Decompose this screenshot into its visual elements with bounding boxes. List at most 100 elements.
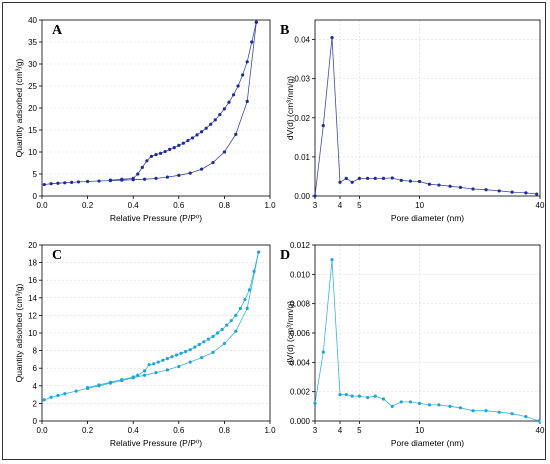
data-point bbox=[156, 360, 160, 364]
x-tick-label: 0.0 bbox=[36, 426, 48, 435]
data-point bbox=[161, 358, 165, 362]
x-tick-label: 0.6 bbox=[173, 426, 185, 435]
y-tick-label: 0.004 bbox=[290, 358, 311, 367]
data-point bbox=[177, 364, 181, 369]
x-axis-title: Relative Pressure (P/P⁰) bbox=[110, 213, 202, 223]
chart-panel-c: 0.0 0.2 0.4 0.6 0.8 1.0 0 2 4 6 8 10 12 14 16 18 20 Relat… bbox=[14, 241, 276, 448]
data-point bbox=[399, 400, 403, 404]
series-line-1 bbox=[314, 37, 537, 197]
data-point bbox=[245, 60, 249, 64]
data-point bbox=[427, 403, 432, 407]
data-point bbox=[215, 331, 220, 335]
data-point bbox=[222, 107, 226, 111]
data-point bbox=[510, 190, 514, 194]
chart-panel-a: 0.0 0.2 0.4 0.6 0.8 1.0 0 5 10 15 20 25 30 35 40 Relati… bbox=[14, 16, 276, 223]
data-point bbox=[154, 371, 158, 375]
data-point bbox=[209, 122, 213, 126]
data-point bbox=[63, 181, 67, 185]
data-point bbox=[313, 194, 317, 198]
x-tick-label: 4 bbox=[338, 426, 343, 435]
data-point bbox=[197, 342, 201, 347]
x-tick-label: 1.0 bbox=[264, 426, 276, 435]
data-point bbox=[245, 99, 249, 103]
y-axis-title: Quantity adsorbed (cm³/g) bbox=[14, 283, 24, 382]
data-point bbox=[177, 143, 181, 147]
y-tick-label: 0.012 bbox=[290, 241, 311, 250]
x-tick-label: 3 bbox=[313, 426, 318, 435]
x-tick-label: 0.4 bbox=[128, 201, 140, 210]
data-point bbox=[225, 323, 229, 327]
series-line-1 bbox=[44, 22, 257, 185]
x-tick-label: 0.6 bbox=[173, 201, 185, 210]
series-line-2 bbox=[87, 251, 259, 388]
y-axis-title: Quantity adsorbed (cm³/g) bbox=[14, 58, 24, 157]
y-tick-label: 20 bbox=[28, 104, 37, 113]
data-point bbox=[172, 146, 176, 150]
data-point bbox=[70, 180, 74, 184]
plot-area-border bbox=[314, 19, 541, 197]
data-point bbox=[390, 176, 394, 180]
data-point bbox=[437, 183, 441, 187]
data-point bbox=[49, 395, 53, 399]
data-point bbox=[108, 380, 112, 384]
data-point bbox=[220, 327, 224, 332]
y-tick-label: 25 bbox=[28, 82, 37, 91]
y-tick-label: 10 bbox=[28, 148, 37, 157]
y-tick-label: 6 bbox=[33, 364, 38, 373]
data-point bbox=[344, 393, 348, 397]
data-point bbox=[229, 319, 233, 323]
data-point bbox=[211, 350, 215, 354]
data-point bbox=[484, 409, 488, 413]
y-tick-label: 16 bbox=[28, 276, 37, 285]
data-point bbox=[86, 179, 90, 184]
y-tick-label: 30 bbox=[28, 60, 37, 69]
data-point bbox=[168, 147, 172, 151]
data-point bbox=[497, 189, 501, 193]
data-point bbox=[330, 36, 334, 40]
x-tick-label: 0.8 bbox=[219, 201, 231, 210]
data-point bbox=[373, 176, 377, 180]
data-point bbox=[165, 175, 169, 179]
data-point bbox=[535, 192, 539, 196]
data-point bbox=[243, 297, 247, 302]
data-point bbox=[458, 406, 463, 410]
data-point bbox=[381, 176, 386, 180]
panel-label: B bbox=[280, 23, 289, 38]
data-point bbox=[170, 355, 174, 359]
data-point bbox=[131, 375, 135, 379]
data-point bbox=[227, 100, 231, 104]
data-point bbox=[408, 179, 413, 183]
data-point bbox=[143, 369, 147, 373]
y-tick-label: 18 bbox=[28, 259, 37, 268]
data-point bbox=[213, 118, 217, 122]
data-point bbox=[195, 133, 199, 137]
data-point bbox=[204, 126, 208, 130]
data-point bbox=[147, 363, 151, 367]
panel-label: A bbox=[52, 23, 63, 38]
x-tick-label: 40 bbox=[536, 201, 545, 210]
x-tick-label: 3 bbox=[313, 201, 318, 210]
y-tick-label: 10 bbox=[28, 329, 37, 338]
data-point bbox=[257, 250, 261, 254]
x-tick-label: 0.0 bbox=[36, 201, 48, 210]
data-point bbox=[149, 154, 154, 158]
data-point bbox=[188, 360, 192, 364]
data-point bbox=[188, 171, 192, 175]
x-tick-label: 5 bbox=[357, 201, 362, 210]
data-point bbox=[524, 415, 528, 419]
x-tick-label: 5 bbox=[357, 426, 362, 435]
y-tick-label: 0 bbox=[33, 417, 38, 426]
y-tick-label: 0.002 bbox=[290, 388, 311, 397]
y-tick-label: 4 bbox=[33, 382, 38, 391]
panel-label: C bbox=[52, 248, 62, 263]
data-point bbox=[56, 393, 60, 398]
data-point bbox=[252, 269, 256, 273]
data-point bbox=[206, 337, 211, 341]
data-point bbox=[181, 141, 185, 145]
data-point bbox=[200, 130, 204, 134]
x-tick-label: 10 bbox=[415, 426, 424, 435]
data-point bbox=[131, 176, 135, 180]
data-point bbox=[338, 180, 342, 184]
data-point bbox=[97, 383, 101, 387]
